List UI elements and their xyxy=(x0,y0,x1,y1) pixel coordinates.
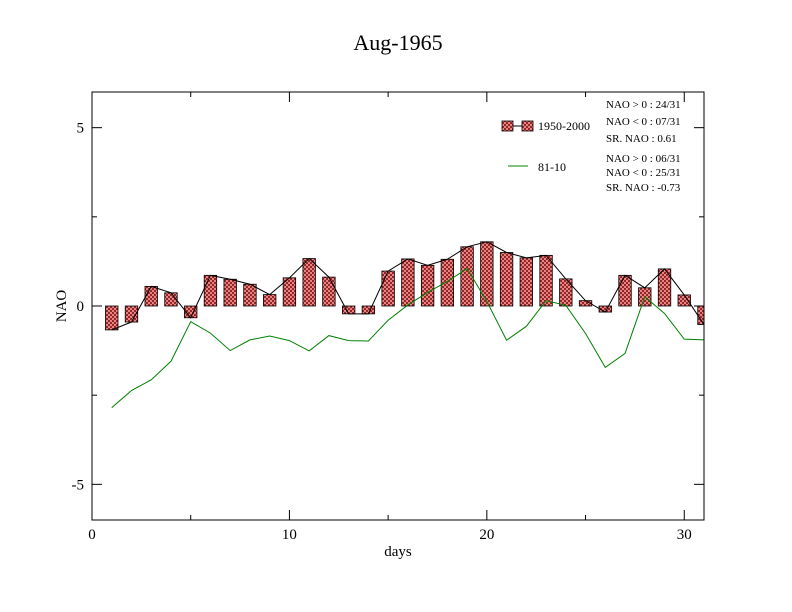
x-axis-label: days xyxy=(384,544,412,560)
bar-1950-2000-day-15 xyxy=(381,270,395,307)
bar-1950-2000-day-22 xyxy=(519,257,533,307)
bar-1950-2000-day-8 xyxy=(243,283,257,307)
stats-81-10-sr: SR. NAO : -0.73 xyxy=(606,182,681,194)
stats-1950-2000-sr: SR. NAO : 0.61 xyxy=(606,133,677,145)
x-tick-label: 0 xyxy=(88,527,96,543)
bar-1950-2000-day-1 xyxy=(105,305,119,331)
bar-series-1950-2000 xyxy=(105,241,704,331)
line-series-81-10 xyxy=(111,267,704,409)
bar-1950-2000-day-4 xyxy=(164,292,178,307)
bar-1950-2000-day-30 xyxy=(677,294,691,307)
line-series xyxy=(111,241,704,409)
y-tick-label: -5 xyxy=(72,477,85,493)
stats-block: NAO > 0 : 24/31 NAO < 0 : 07/31 SR. NAO … xyxy=(606,99,681,194)
x-tick-label: 20 xyxy=(479,527,494,543)
legend: 1950-2000 81-10 xyxy=(501,119,590,174)
y-axis-label: NAO xyxy=(54,290,70,323)
bar-1950-2000-day-20 xyxy=(480,241,494,307)
bar-1950-2000-day-17 xyxy=(420,264,435,307)
legend-swatch-1950-2000-left xyxy=(501,120,514,132)
stats-1950-2000-negative: NAO < 0 : 07/31 xyxy=(606,116,681,128)
axis-ticks: 0 10 20 30 5 0 -5 xyxy=(72,92,704,543)
legend-label-81-10: 81-10 xyxy=(538,160,566,174)
x-tick-label: 30 xyxy=(677,527,692,543)
legend-swatch-1950-2000-right xyxy=(521,120,534,132)
legend-label-1950-2000: 1950-2000 xyxy=(538,119,590,133)
bar-1950-2000-day-6 xyxy=(203,274,218,307)
bar-1950-2000-day-27 xyxy=(618,274,632,307)
stats-81-10-negative: NAO < 0 : 25/31 xyxy=(606,167,681,179)
bar-1950-2000-day-3 xyxy=(144,285,158,307)
line-series-1950-2000 xyxy=(111,241,704,331)
bar-1950-2000-day-9 xyxy=(263,294,277,307)
x-tick-label: 10 xyxy=(282,527,297,543)
bar-1950-2000-day-7 xyxy=(223,278,237,307)
y-tick-label: 0 xyxy=(77,299,85,315)
bar-1950-2000-day-21 xyxy=(499,252,514,307)
stats-1950-2000-positive: NAO > 0 : 24/31 xyxy=(606,99,681,111)
bar-1950-2000-day-24 xyxy=(559,278,573,307)
y-tick-label: 5 xyxy=(77,121,85,137)
bar-1950-2000-day-23 xyxy=(539,254,553,307)
chart-title: Aug-1965 xyxy=(353,30,442,55)
bar-1950-2000-day-16 xyxy=(401,258,415,307)
bar-1950-2000-day-12 xyxy=(322,276,336,307)
bar-1950-2000-day-18 xyxy=(440,258,455,307)
bar-1950-2000-day-13 xyxy=(341,305,356,315)
bar-1950-2000-day-11 xyxy=(302,258,316,307)
stats-81-10-positive: NAO > 0 : 06/31 xyxy=(606,153,681,165)
plot-content xyxy=(105,241,704,409)
